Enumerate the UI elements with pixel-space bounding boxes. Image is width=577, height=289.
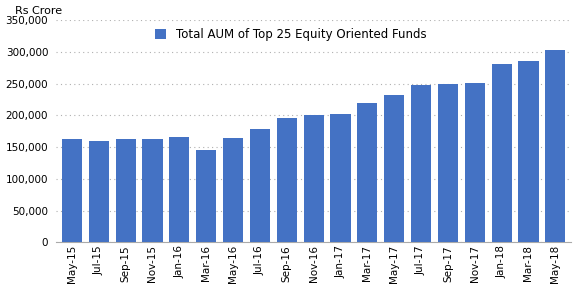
- Bar: [438, 84, 458, 242]
- Bar: [89, 141, 109, 242]
- Text: Rs Crore: Rs Crore: [14, 5, 62, 16]
- Bar: [223, 138, 243, 242]
- Bar: [411, 85, 431, 242]
- Bar: [331, 114, 351, 242]
- Bar: [196, 150, 216, 242]
- Bar: [143, 139, 163, 242]
- Bar: [464, 83, 485, 242]
- Bar: [384, 95, 404, 242]
- Bar: [250, 129, 270, 242]
- Legend: Total AUM of Top 25 Equity Oriented Funds: Total AUM of Top 25 Equity Oriented Fund…: [155, 28, 426, 41]
- Bar: [518, 61, 538, 242]
- Bar: [277, 118, 297, 242]
- Bar: [357, 103, 377, 242]
- Bar: [545, 50, 565, 242]
- Bar: [62, 140, 82, 242]
- Bar: [492, 64, 512, 242]
- Bar: [304, 115, 324, 242]
- Bar: [169, 137, 189, 242]
- Bar: [115, 140, 136, 242]
